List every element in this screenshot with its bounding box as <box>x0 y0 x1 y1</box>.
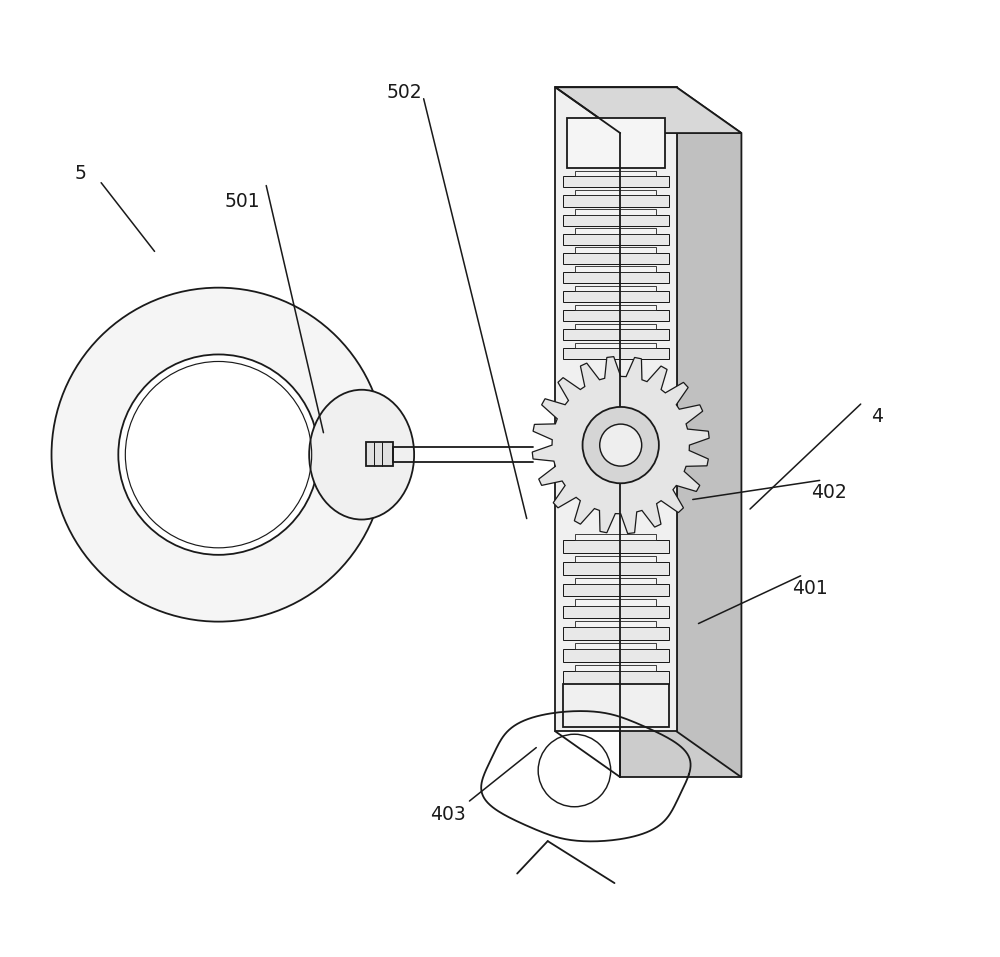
Polygon shape <box>575 210 656 214</box>
Polygon shape <box>532 357 709 534</box>
Polygon shape <box>563 649 669 662</box>
Polygon shape <box>575 643 656 649</box>
Polygon shape <box>555 87 677 731</box>
Circle shape <box>52 288 385 622</box>
Polygon shape <box>575 285 656 291</box>
Text: 402: 402 <box>811 483 847 502</box>
Polygon shape <box>563 176 669 188</box>
Polygon shape <box>575 323 656 329</box>
Polygon shape <box>575 304 656 310</box>
Polygon shape <box>563 329 669 340</box>
Polygon shape <box>366 442 393 466</box>
Polygon shape <box>575 229 656 234</box>
Polygon shape <box>575 665 656 671</box>
Polygon shape <box>563 234 669 245</box>
Polygon shape <box>575 578 656 584</box>
Polygon shape <box>575 343 656 348</box>
Polygon shape <box>575 599 656 606</box>
Polygon shape <box>555 87 741 133</box>
Polygon shape <box>563 671 669 683</box>
Text: 4: 4 <box>871 407 883 426</box>
Polygon shape <box>563 272 669 283</box>
Polygon shape <box>575 534 656 540</box>
Polygon shape <box>563 348 669 359</box>
Polygon shape <box>575 621 656 628</box>
Text: 403: 403 <box>430 805 465 824</box>
Polygon shape <box>575 190 656 195</box>
Polygon shape <box>677 87 741 777</box>
Polygon shape <box>563 195 669 207</box>
Polygon shape <box>575 248 656 253</box>
Polygon shape <box>563 291 669 302</box>
Text: 401: 401 <box>792 579 828 598</box>
Circle shape <box>118 354 319 555</box>
Text: 501: 501 <box>225 192 260 211</box>
Text: 5: 5 <box>74 164 86 183</box>
Ellipse shape <box>309 389 414 520</box>
Polygon shape <box>563 214 669 226</box>
Polygon shape <box>575 556 656 562</box>
Polygon shape <box>567 118 665 168</box>
Polygon shape <box>563 253 669 264</box>
Polygon shape <box>563 562 669 574</box>
Polygon shape <box>563 584 669 596</box>
Polygon shape <box>563 540 669 553</box>
Polygon shape <box>563 683 669 726</box>
Polygon shape <box>563 606 669 618</box>
Polygon shape <box>620 133 741 777</box>
Polygon shape <box>563 310 669 321</box>
Circle shape <box>583 407 659 483</box>
Circle shape <box>600 424 642 466</box>
Polygon shape <box>575 266 656 272</box>
Polygon shape <box>563 628 669 640</box>
Text: 502: 502 <box>387 82 422 101</box>
Polygon shape <box>575 171 656 176</box>
